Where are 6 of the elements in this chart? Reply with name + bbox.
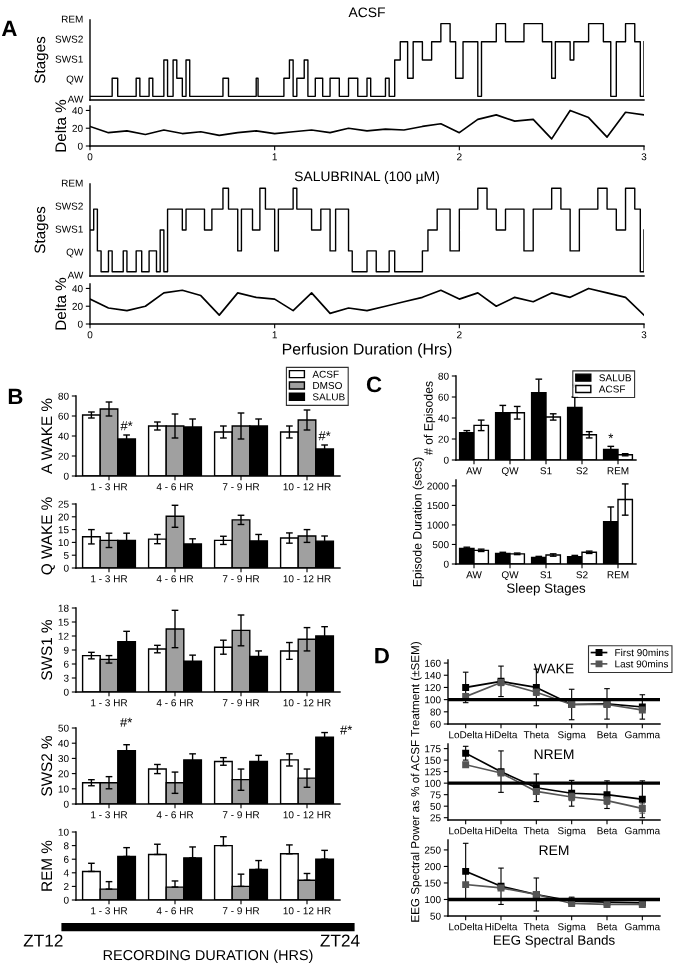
text: B [8,388,23,405]
text: ZT12 [23,934,63,947]
text: D [375,648,389,664]
text: A [1,20,17,37]
text: C [366,376,382,393]
text: ZT24 [320,934,360,947]
